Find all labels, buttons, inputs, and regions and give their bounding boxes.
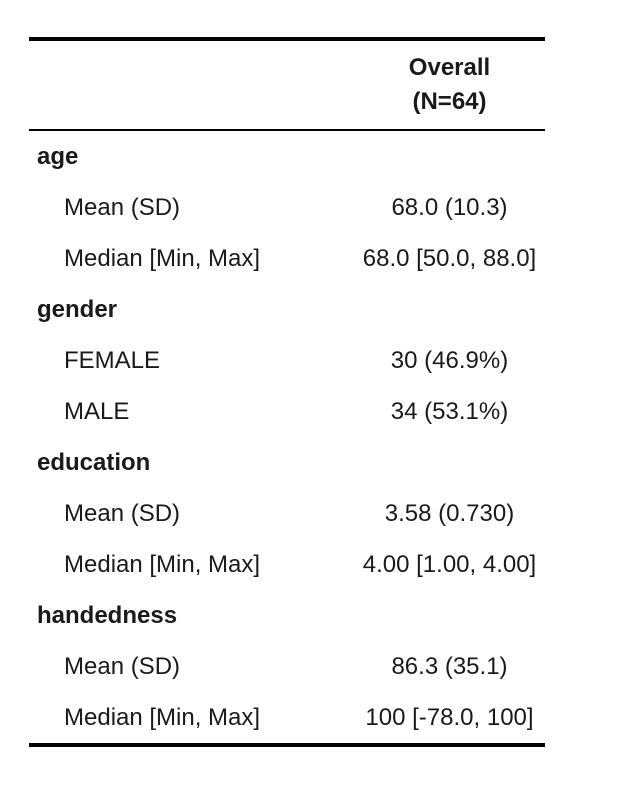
- variable-name: age: [37, 142, 79, 170]
- stat-label: Median [Min, Max]: [64, 550, 261, 578]
- table-header: Overall (N=64): [29, 39, 545, 130]
- stat-label: Mean (SD): [64, 499, 181, 527]
- summary-table: Overall (N=64) age Mean (SD) 68.0 (10.3)…: [29, 37, 545, 747]
- stat-label: FEMALE: [64, 346, 161, 374]
- stat-label: Median [Min, Max]: [64, 244, 261, 272]
- stat-value: 4.00 [1.00, 4.00]: [362, 550, 537, 578]
- table-row: Median [Min, Max] 100 [-78.0, 100]: [29, 692, 545, 745]
- header-row: Overall (N=64): [29, 39, 545, 130]
- variable-value-empty: [354, 284, 545, 335]
- stat-value: 30 (46.9%): [390, 346, 509, 374]
- stat-value: 3.58 (0.730): [384, 499, 515, 527]
- header-overall-cell: Overall (N=64): [354, 39, 545, 130]
- variable-row-education: education: [29, 437, 545, 488]
- variable-row-gender: gender: [29, 284, 545, 335]
- header-empty-cell: [29, 39, 354, 130]
- table-row: MALE 34 (53.1%): [29, 386, 545, 437]
- stat-label: MALE: [64, 397, 130, 425]
- stat-value: 68.0 [50.0, 88.0]: [362, 244, 537, 272]
- variable-value-empty: [354, 437, 545, 488]
- table-row: Mean (SD) 3.58 (0.730): [29, 488, 545, 539]
- stat-value: 68.0 (10.3): [391, 193, 508, 221]
- table-row: FEMALE 30 (46.9%): [29, 335, 545, 386]
- stat-label: Mean (SD): [64, 652, 181, 680]
- stat-value: 34 (53.1%): [390, 397, 509, 425]
- variable-row-handedness: handedness: [29, 590, 545, 641]
- stat-label: Mean (SD): [64, 193, 181, 221]
- stat-label: Median [Min, Max]: [64, 703, 261, 731]
- table-row: Mean (SD) 68.0 (10.3): [29, 182, 545, 233]
- overall-column-n: (N=64): [412, 88, 487, 115]
- variable-name: education: [37, 448, 151, 476]
- overall-column-label: Overall: [408, 54, 491, 81]
- variable-value-empty: [354, 130, 545, 182]
- stat-value: 86.3 (35.1): [391, 652, 508, 680]
- table-row: Median [Min, Max] 68.0 [50.0, 88.0]: [29, 233, 545, 284]
- variable-name: handedness: [37, 601, 178, 629]
- table-body: age Mean (SD) 68.0 (10.3) Median [Min, M…: [29, 130, 545, 745]
- table-row: Median [Min, Max] 4.00 [1.00, 4.00]: [29, 539, 545, 590]
- variable-row-age: age: [29, 130, 545, 182]
- table-row: Mean (SD) 86.3 (35.1): [29, 641, 545, 692]
- stat-value: 100 [-78.0, 100]: [365, 703, 534, 731]
- variable-name: gender: [37, 295, 118, 323]
- variable-value-empty: [354, 590, 545, 641]
